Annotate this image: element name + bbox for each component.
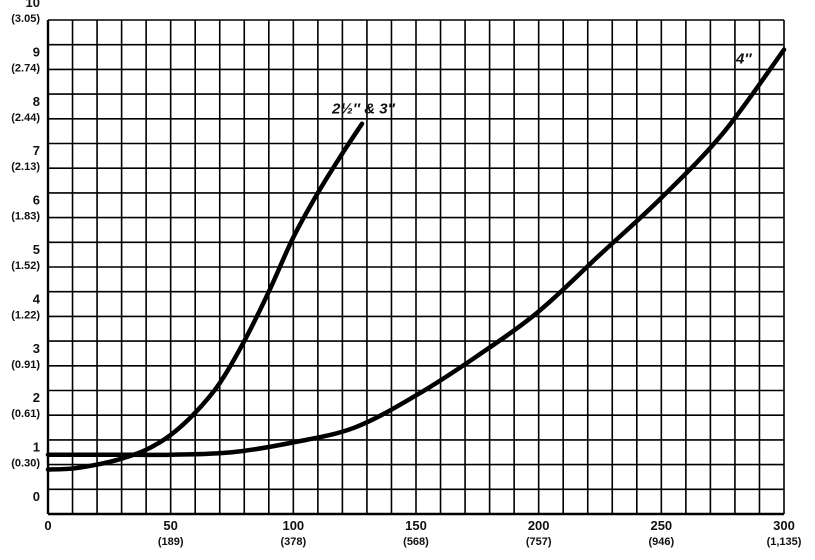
- series-line-0: [45, 121, 365, 472]
- y-tick-label: 7: [33, 143, 40, 158]
- y-tick-label: 6: [33, 193, 40, 208]
- y-tick-label: 0: [33, 489, 40, 504]
- y-tick-sublabel: (2.13): [11, 161, 40, 173]
- x-tick-sublabel: (946): [648, 536, 674, 548]
- series-line-1: [45, 47, 787, 458]
- tick-labels: 0 50(189)100(378)150(568)200(757)250(946)…: [11, 0, 802, 548]
- y-tick-label: 10: [26, 0, 40, 10]
- y-tick-sublabel: (1.52): [11, 260, 40, 272]
- x-tick-label: 200: [528, 518, 550, 533]
- y-tick-sublabel: (1.22): [11, 309, 40, 321]
- y-tick-label: 2: [33, 390, 40, 405]
- y-tick-label: 8: [33, 94, 40, 109]
- x-tick-label: 50: [163, 518, 177, 533]
- x-tick-label: 300: [773, 518, 795, 533]
- y-tick-sublabel: (1.83): [11, 211, 40, 223]
- x-tick-label: 150: [405, 518, 427, 533]
- y-tick-sublabel: (2.44): [11, 112, 40, 124]
- x-tick-sublabel: (378): [280, 536, 306, 548]
- x-tick-label: 100: [282, 518, 304, 533]
- x-tick-label: 250: [650, 518, 672, 533]
- y-tick-sublabel: (0.30): [11, 458, 40, 470]
- y-tick-label: 5: [33, 242, 40, 257]
- x-tick-sublabel: (568): [403, 536, 429, 548]
- grid: [47, 19, 785, 515]
- x-tick-label: 0: [44, 518, 51, 533]
- y-tick-sublabel: (2.74): [11, 62, 40, 74]
- y-tick-label: 1: [33, 440, 40, 455]
- y-tick-sublabel: (3.05): [11, 13, 40, 25]
- x-tick-sublabel: (189): [158, 536, 184, 548]
- series-label-0: 2½″ & 3″: [331, 101, 396, 118]
- y-tick-label: 3: [33, 341, 40, 356]
- x-tick-sublabel: (757): [526, 536, 552, 548]
- x-tick-sublabel: (1,135): [767, 536, 802, 548]
- y-tick-label: 4: [33, 291, 41, 306]
- y-tick-sublabel: (0.61): [11, 408, 40, 420]
- y-tick-sublabel: (0.91): [11, 359, 40, 371]
- y-tick-label: 9: [33, 44, 40, 59]
- series-lines: 2½″ & 3″ 4″: [45, 47, 787, 472]
- axes: [46, 20, 784, 516]
- series-label-1: 4″: [735, 51, 752, 68]
